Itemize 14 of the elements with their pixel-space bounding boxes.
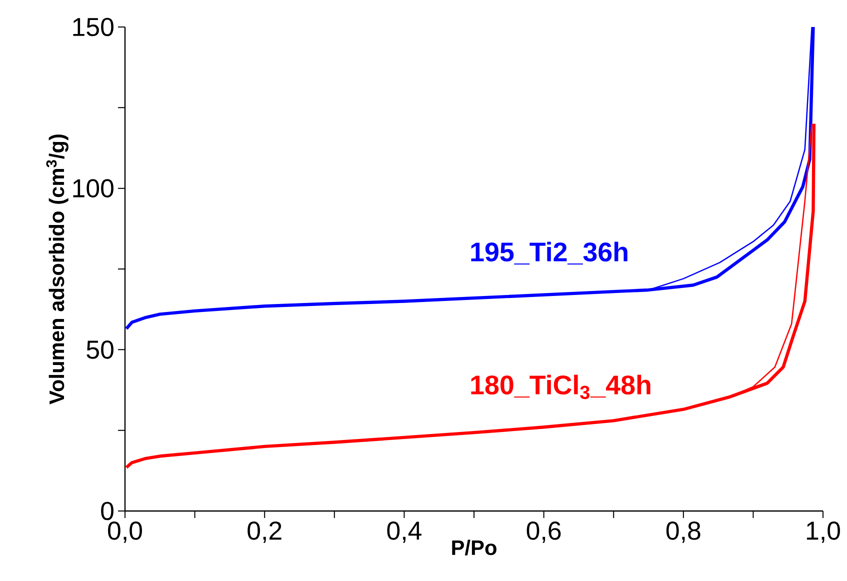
series-label: 180_TiCl$_{3}$_48h xyxy=(471,374,650,400)
x-tick-label: 0,0 xyxy=(108,522,142,543)
y-axis-title: Volumen adsorbido (cm$^{3}$/g) xyxy=(46,134,68,404)
x-tick-label: 0,8 xyxy=(666,522,700,543)
series-label: 195_Ti2_36h xyxy=(471,242,628,265)
x-axis-title: P/Po xyxy=(452,540,496,556)
x-tick-label: 0,2 xyxy=(248,522,282,543)
x-tick-label: 1,0 xyxy=(806,522,840,543)
y-tick-label: 100 xyxy=(73,179,114,198)
x-tick-label: 0,4 xyxy=(387,522,422,543)
y-tick-label: 0 xyxy=(101,502,114,520)
x-tick-label: 0,6 xyxy=(526,522,561,543)
y-tick-label: 50 xyxy=(86,340,114,359)
y-tick-label: 150 xyxy=(73,18,114,36)
